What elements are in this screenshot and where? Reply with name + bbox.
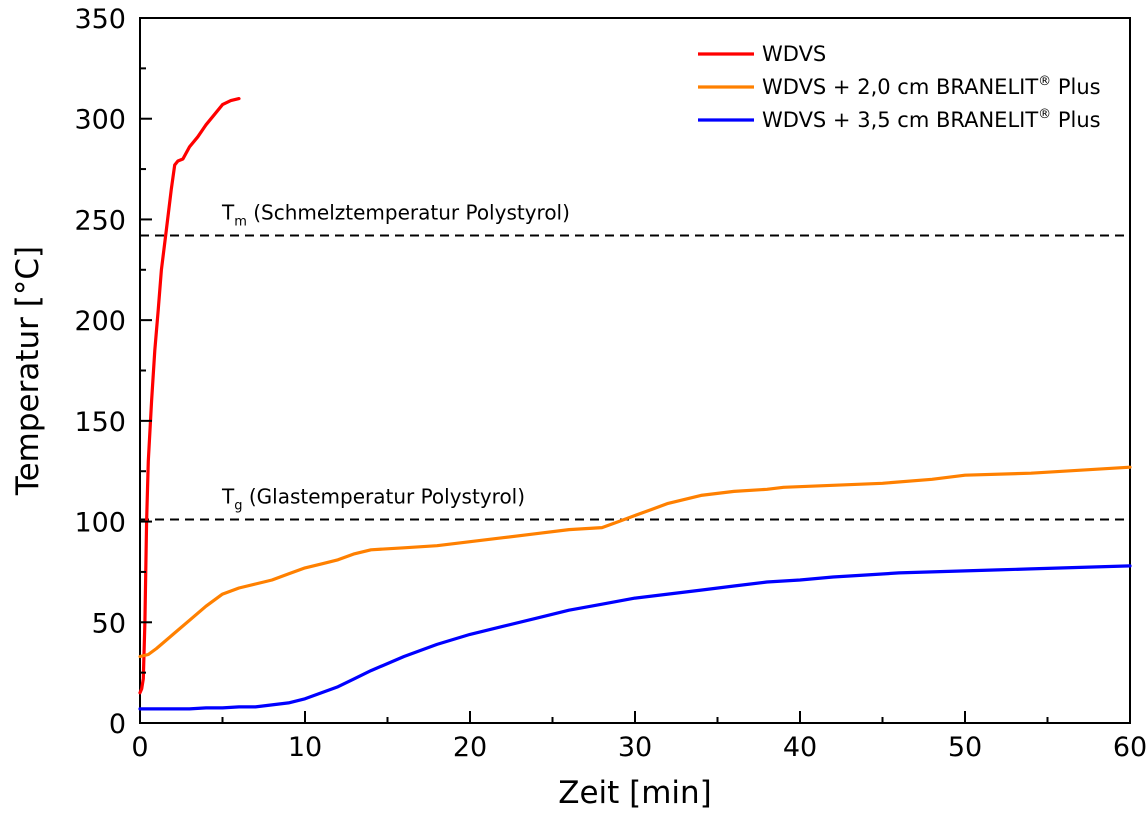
- y-tick-label: 300: [74, 105, 126, 136]
- x-tick-label: 0: [131, 732, 148, 763]
- series-line-2: [138, 465, 1132, 659]
- ref-label-main: T: [221, 485, 235, 509]
- series-line-1: [138, 96, 241, 695]
- x-axis-title: Zeit [min]: [558, 775, 712, 811]
- x-axis-ticks: 0 10 20 30 40 50 60: [131, 711, 1147, 763]
- y-tick-label: 350: [74, 4, 126, 35]
- series-line-3: [138, 564, 1132, 711]
- legend-entry: WDVS + 3,5 cm BRANELIT® Plus: [762, 107, 1101, 132]
- legend-label: WDVS: [762, 42, 826, 66]
- plot-area: Tm (Schmelztemperatur Polystyrol)Tg (Gla…: [74, 4, 1147, 763]
- ref-label-rest: (Glastemperatur Polystyrol): [242, 485, 525, 509]
- y-tick-label: 250: [74, 205, 126, 236]
- ref-label-sub: g: [234, 499, 242, 514]
- legend-label-suffix: Plus: [1051, 75, 1100, 99]
- x-tick-label: 50: [948, 732, 982, 763]
- y-axis-title: Temperatur [°C]: [10, 246, 46, 496]
- y-tick-label: 0: [109, 709, 126, 740]
- x-tick-label: 40: [783, 732, 817, 763]
- x-tick-label: 10: [288, 732, 322, 763]
- ref-label-main: T: [221, 201, 235, 225]
- legend-entry: WDVS + 2,0 cm BRANELIT® Plus: [762, 74, 1101, 99]
- y-tick-label: 100: [74, 508, 126, 539]
- legend-label-sup: ®: [1038, 74, 1051, 89]
- y-tick-label: 50: [92, 608, 126, 639]
- legend-label-sup: ®: [1038, 107, 1051, 122]
- y-tick-label: 150: [74, 407, 126, 438]
- x-tick-label: 30: [618, 732, 652, 763]
- series-lines: [138, 96, 1132, 711]
- legend-entry: WDVS: [762, 42, 826, 66]
- y-tick-label: 200: [74, 306, 126, 337]
- reference-lines: Tm (Schmelztemperatur Polystyrol)Tg (Gla…: [140, 201, 1130, 521]
- reference-line-label: Tm (Schmelztemperatur Polystyrol): [221, 201, 570, 230]
- x-tick-label: 60: [1113, 732, 1147, 763]
- legend-label-suffix: Plus: [1051, 108, 1100, 132]
- ref-label-rest: (Schmelztemperatur Polystyrol): [247, 201, 570, 225]
- legend-label: WDVS + 2,0 cm BRANELIT: [762, 75, 1038, 99]
- legend-label: WDVS + 3,5 cm BRANELIT: [762, 108, 1038, 132]
- x-tick-label: 20: [453, 732, 487, 763]
- ref-label-sub: m: [234, 215, 247, 230]
- y-axis-ticks: 0 50 100 150 200 250 300 350: [74, 4, 152, 740]
- reference-line-label: Tg (Glastemperatur Polystyrol): [221, 485, 525, 514]
